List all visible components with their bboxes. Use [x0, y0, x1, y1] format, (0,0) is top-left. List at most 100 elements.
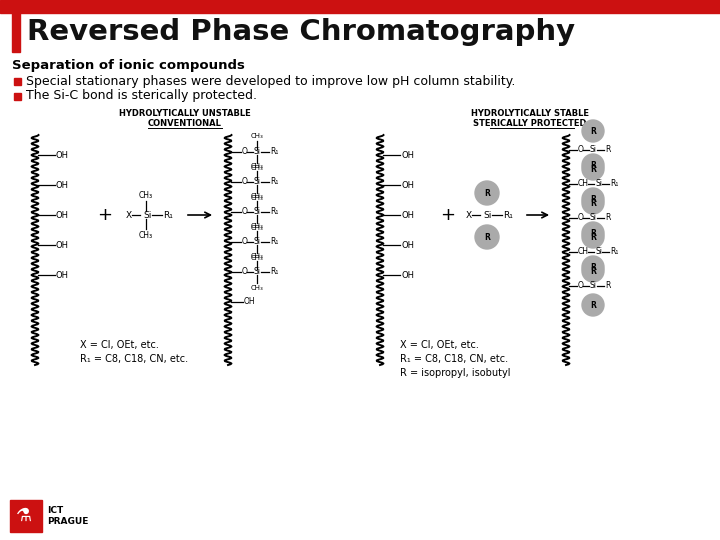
Circle shape [582, 256, 604, 278]
Text: CH₃: CH₃ [251, 195, 264, 201]
Text: R: R [590, 199, 596, 207]
Text: CH₃: CH₃ [251, 193, 264, 199]
Circle shape [475, 181, 499, 205]
Text: R: R [590, 233, 596, 241]
Text: CH₃: CH₃ [251, 223, 264, 229]
Text: Si: Si [254, 267, 261, 276]
Text: R₁ = C8, C18, CN, etc.: R₁ = C8, C18, CN, etc. [80, 354, 188, 364]
Text: OH: OH [401, 180, 414, 190]
Text: CH₃: CH₃ [251, 225, 264, 231]
Text: OH: OH [56, 211, 69, 219]
Text: O: O [242, 207, 248, 217]
Text: OH: OH [56, 271, 69, 280]
Text: R₁: R₁ [270, 178, 279, 186]
Circle shape [582, 260, 604, 282]
Text: R: R [590, 126, 596, 136]
Text: Si: Si [595, 247, 602, 256]
Text: R: R [590, 262, 596, 272]
Text: R: R [484, 233, 490, 241]
Bar [12, 12, 20, 52]
Text: Si: Si [254, 238, 261, 246]
Bar [14, 93, 21, 100]
Text: X = Cl, OEt, etc.: X = Cl, OEt, etc. [80, 340, 159, 350]
Text: CH₃: CH₃ [251, 285, 264, 291]
Text: Si: Si [254, 207, 261, 217]
Text: OH: OH [56, 240, 69, 249]
Text: R: R [590, 194, 596, 204]
Text: Separation of ionic compounds: Separation of ionic compounds [12, 59, 245, 72]
Text: OH: OH [401, 271, 414, 280]
Text: R₁: R₁ [270, 267, 279, 276]
Text: R₁: R₁ [163, 211, 173, 219]
Text: R: R [590, 267, 596, 275]
Text: R₁: R₁ [503, 211, 513, 219]
Text: R: R [605, 281, 611, 291]
Text: O: O [242, 267, 248, 276]
Bar [0, 0, 720, 13]
Circle shape [582, 226, 604, 248]
Text: R₁: R₁ [610, 247, 618, 256]
Text: R: R [605, 145, 611, 154]
Text: OH: OH [56, 151, 69, 159]
Text: +: + [97, 206, 112, 224]
Circle shape [582, 294, 604, 316]
Text: Si: Si [483, 211, 491, 219]
Text: O: O [578, 213, 584, 222]
Text: R₁: R₁ [270, 147, 279, 157]
Text: ⚗: ⚗ [16, 507, 32, 525]
Text: +: + [441, 206, 456, 224]
Text: CH₃: CH₃ [251, 255, 264, 261]
Text: Reversed Phase Chromatography: Reversed Phase Chromatography [27, 18, 575, 46]
Text: R₁ = C8, C18, CN, etc.: R₁ = C8, C18, CN, etc. [400, 354, 508, 364]
Text: Si: Si [590, 281, 597, 291]
Text: HYDROLYTICALLY UNSTABLE: HYDROLYTICALLY UNSTABLE [119, 110, 251, 118]
Text: OH: OH [56, 180, 69, 190]
Text: R: R [590, 160, 596, 170]
Text: O: O [242, 238, 248, 246]
Text: Si: Si [590, 213, 597, 222]
Bar [10, 500, 42, 532]
Text: Si: Si [595, 179, 602, 188]
Text: CH₃: CH₃ [251, 133, 264, 139]
Text: R: R [590, 300, 596, 309]
Text: Si: Si [254, 147, 261, 157]
Text: Si: Si [590, 145, 597, 154]
Text: R: R [590, 165, 596, 173]
Circle shape [582, 222, 604, 244]
Text: CONVENTIONAL: CONVENTIONAL [148, 119, 222, 129]
Text: OH: OH [244, 298, 256, 307]
Circle shape [582, 192, 604, 214]
Text: The Si-C bond is sterically protected.: The Si-C bond is sterically protected. [26, 90, 257, 103]
Text: CH₃: CH₃ [251, 163, 264, 169]
Text: X = Cl, OEt, etc.: X = Cl, OEt, etc. [400, 340, 479, 350]
Text: CH: CH [578, 179, 589, 188]
Text: R = isopropyl, isobutyl: R = isopropyl, isobutyl [400, 368, 510, 378]
Text: R: R [484, 188, 490, 198]
Text: O: O [578, 145, 584, 154]
Text: Special stationary phases were developed to improve low pH column stability.: Special stationary phases were developed… [26, 75, 516, 87]
Text: O: O [242, 178, 248, 186]
Text: CH₃: CH₃ [139, 191, 153, 199]
Text: X: X [126, 211, 132, 219]
Text: CH₃: CH₃ [139, 231, 153, 240]
Circle shape [582, 120, 604, 142]
Text: CH₃: CH₃ [251, 165, 264, 171]
Text: O: O [578, 281, 584, 291]
Text: OH: OH [401, 240, 414, 249]
Circle shape [475, 225, 499, 249]
Text: Si: Si [254, 178, 261, 186]
Text: OH: OH [401, 151, 414, 159]
Circle shape [582, 188, 604, 210]
Text: R₁: R₁ [610, 179, 618, 188]
Circle shape [582, 154, 604, 176]
Text: OH: OH [401, 211, 414, 219]
Text: R₁: R₁ [270, 207, 279, 217]
Text: CH₃: CH₃ [251, 253, 264, 259]
Circle shape [582, 158, 604, 180]
Text: HYDROLYTICALLY STABLE: HYDROLYTICALLY STABLE [471, 110, 589, 118]
Bar [14, 78, 21, 85]
Text: Si: Si [143, 211, 151, 219]
Text: X: X [466, 211, 472, 219]
Text: R₁: R₁ [270, 238, 279, 246]
Text: O: O [242, 147, 248, 157]
